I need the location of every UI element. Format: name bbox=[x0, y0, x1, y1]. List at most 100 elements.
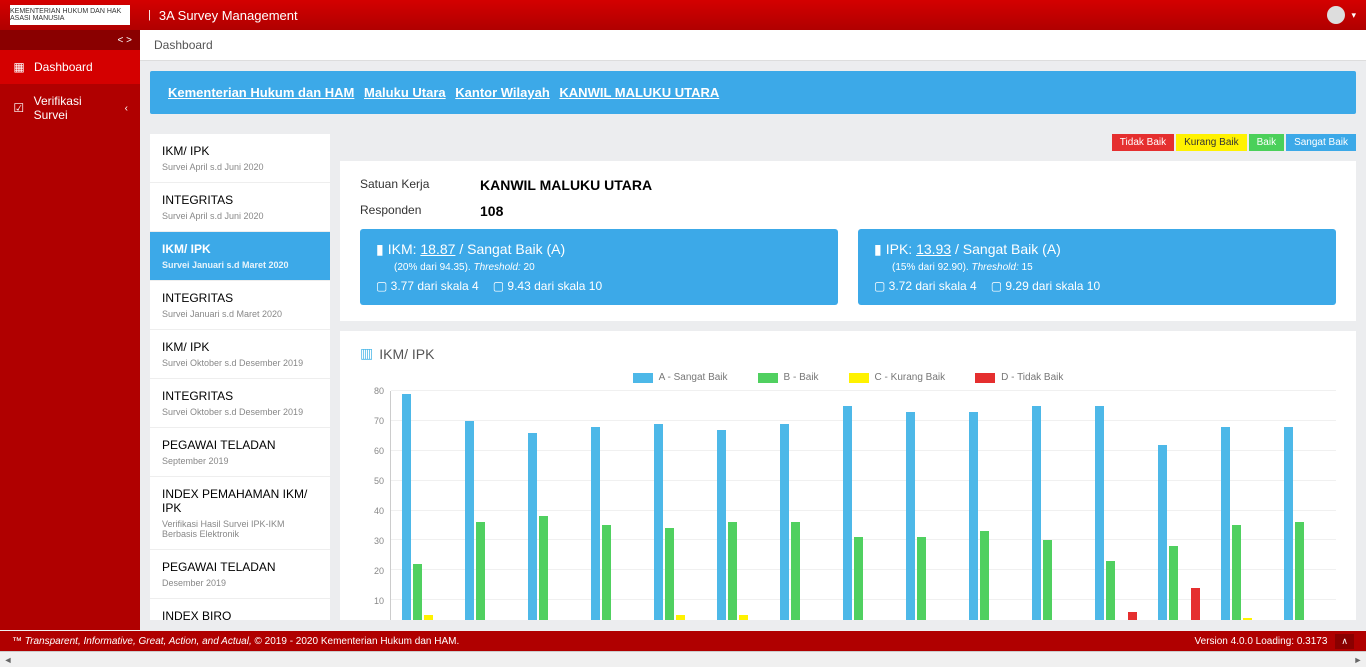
survey-list-item[interactable]: IKM/ IPKSurvei Oktober s.d Desember 2019 bbox=[150, 330, 330, 379]
app-title: 3A Survey Management bbox=[159, 8, 298, 23]
y-tick: 60 bbox=[374, 446, 384, 456]
chart-icon: ▥ bbox=[360, 345, 373, 362]
scroll-right-icon[interactable]: ► bbox=[1350, 655, 1366, 665]
list-item-title: PEGAWAI TELADAN bbox=[162, 438, 318, 452]
chart-card: ▥IKM/ IPK A - Sangat BaikB - BaikC - Kur… bbox=[340, 331, 1356, 620]
breadcrumb-link[interactable]: Kantor Wilayah bbox=[455, 85, 550, 100]
bar-B bbox=[602, 525, 611, 620]
ikm-scale4: 3.77 dari skala 4 bbox=[391, 279, 479, 293]
bar-A bbox=[1032, 406, 1041, 620]
legend-kurang-baik: Kurang Baik bbox=[1176, 134, 1246, 151]
ipk-scale4: 3.72 dari skala 4 bbox=[889, 279, 977, 293]
scroll-left-icon[interactable]: ◄ bbox=[0, 655, 16, 665]
bar-C bbox=[676, 615, 685, 620]
survey-list-item[interactable]: INDEX BIRO KEPEGAWAIAN bbox=[150, 599, 330, 620]
list-item-title: INDEX BIRO KEPEGAWAIAN bbox=[162, 609, 318, 620]
bar-A bbox=[969, 412, 978, 620]
list-item-subtitle: Survei April s.d Juni 2020 bbox=[162, 162, 318, 172]
bar-B bbox=[791, 522, 800, 620]
bar-group: P 13 bbox=[1147, 391, 1210, 620]
chart-legend-item: D - Tidak Baik bbox=[975, 372, 1063, 383]
survey-list-item[interactable]: PEGAWAI TELADAN Desember 2019 bbox=[150, 550, 330, 599]
list-item-subtitle: Survei Januari s.d Maret 2020 bbox=[162, 260, 318, 270]
sidebar-toggle[interactable]: < > bbox=[0, 30, 140, 50]
list-item-title: IKM/ IPK bbox=[162, 242, 318, 256]
survey-list-item[interactable]: IKM/ IPK Survei Januari s.d Maret 2020 bbox=[150, 232, 330, 281]
bar-B bbox=[728, 522, 737, 620]
ipk-threshold-label: Threshold: bbox=[972, 262, 1019, 273]
survey-list-item[interactable]: INTEGRITASSurvei Januari s.d Maret 2020 bbox=[150, 281, 330, 330]
ikm-prefix: IKM: bbox=[388, 241, 417, 257]
sidebar-item-dashboard[interactable]: ▦Dashboard bbox=[0, 50, 140, 84]
bar-B bbox=[1106, 561, 1115, 620]
breadcrumb-link[interactable]: Kementerian Hukum dan HAM bbox=[168, 85, 354, 100]
bar-group: P 11 bbox=[1021, 391, 1084, 620]
survey-list-item[interactable]: IKM/ IPKSurvei April s.d Juni 2020 bbox=[150, 134, 330, 183]
bar-group: P 6 bbox=[706, 391, 769, 620]
ikm-value: 18.87 bbox=[420, 241, 455, 257]
user-menu[interactable]: ▾ bbox=[1327, 6, 1356, 24]
satuan-label: Satuan Kerja bbox=[360, 177, 480, 193]
bar-B bbox=[539, 516, 548, 620]
survey-list: IKM/ IPKSurvei April s.d Juni 2020INTEGR… bbox=[150, 134, 330, 620]
bar-group: P 4 bbox=[580, 391, 643, 620]
bookmark-icon: ▮ bbox=[874, 241, 882, 258]
bar-C bbox=[424, 615, 433, 620]
bar-A bbox=[843, 406, 852, 620]
bookmark-icon: ▮ bbox=[376, 241, 384, 258]
breadcrumb-link[interactable]: Maluku Utara bbox=[364, 85, 446, 100]
chart-plot: P 1P 2P 3P 4P 5P 6P 7P 8P 9P 10P 11P 12P… bbox=[390, 391, 1336, 620]
breadcrumb: Kementerian Hukum dan HAM Maluku Utara K… bbox=[150, 71, 1356, 114]
list-item-subtitle: Survei April s.d Juni 2020 bbox=[162, 211, 318, 221]
breadcrumb-link[interactable]: KANWIL MALUKU UTARA bbox=[559, 85, 719, 100]
legend-sangat-baik: Sangat Baik bbox=[1286, 134, 1356, 151]
list-item-title: PEGAWAI TELADAN bbox=[162, 560, 318, 574]
responden-label: Responden bbox=[360, 203, 480, 219]
survey-list-item[interactable]: INTEGRITAS Survei Oktober s.d Desember 20… bbox=[150, 379, 330, 428]
bar-B bbox=[980, 531, 989, 620]
bar-group: P 3 bbox=[517, 391, 580, 620]
rating-legend: Tidak Baik Kurang Baik Baik Sangat Baik bbox=[340, 134, 1356, 151]
divider: | bbox=[148, 9, 151, 21]
ikm-scale10: 9.43 dari skala 10 bbox=[507, 279, 602, 293]
page-crumb: Dashboard bbox=[140, 30, 1366, 61]
bar-A bbox=[654, 424, 663, 620]
chart-legend-item: C - Kurang Baik bbox=[849, 372, 946, 383]
responden-value: 108 bbox=[480, 203, 503, 219]
y-tick: 80 bbox=[374, 386, 384, 396]
bar-A bbox=[906, 412, 915, 620]
ipk-prefix: IPK: bbox=[886, 241, 912, 257]
footer: ™ Transparent, Informative, Great, Actio… bbox=[0, 631, 1366, 651]
ipk-threshold: 15 bbox=[1022, 262, 1033, 273]
y-tick: 20 bbox=[374, 566, 384, 576]
info-card: Satuan Kerja KANWIL MALUKU UTARA Respond… bbox=[340, 161, 1356, 321]
scroll-top-button[interactable]: ∧ bbox=[1335, 634, 1354, 649]
bar-B bbox=[917, 537, 926, 620]
list-item-title: INDEX PEMAHAMAN IKM/ IPK bbox=[162, 487, 318, 515]
bar-B bbox=[1169, 546, 1178, 620]
bar-group: P 14 bbox=[1210, 391, 1273, 620]
bar-A bbox=[402, 394, 411, 620]
bar-A bbox=[591, 427, 600, 620]
list-item-title: INTEGRITAS bbox=[162, 389, 318, 403]
survey-list-item[interactable]: INDEX PEMAHAMAN IKM/ IPKVerifikasi Hasil… bbox=[150, 477, 330, 550]
chart-area: 01020304050607080 P 1P 2P 3P 4P 5P 6P 7P… bbox=[360, 391, 1336, 620]
list-item-subtitle: Survei Oktober s.d Desember 2019 bbox=[162, 407, 318, 417]
footer-version: Version 4.0.0 Loading: 0.3173 bbox=[1195, 636, 1328, 647]
bar-B bbox=[413, 564, 422, 620]
bar-B bbox=[1043, 540, 1052, 620]
ipk-scale10: 9.29 dari skala 10 bbox=[1005, 279, 1100, 293]
bar-C bbox=[739, 615, 748, 620]
list-item-subtitle: Survei Januari s.d Maret 2020 bbox=[162, 309, 318, 319]
list-item-subtitle: Desember 2019 bbox=[162, 578, 318, 588]
ikm-sub: (20% dari 94.35). bbox=[394, 262, 471, 273]
bar-A bbox=[528, 433, 537, 620]
bar-B bbox=[854, 537, 863, 620]
chevron-left-icon: ‹ bbox=[125, 103, 128, 114]
bar-group: P 8 bbox=[832, 391, 895, 620]
horizontal-scrollbar[interactable]: ◄ ► bbox=[0, 651, 1366, 667]
survey-list-item[interactable]: PEGAWAI TELADANSeptember 2019 bbox=[150, 428, 330, 477]
sidebar-item-verifikasi-survei[interactable]: ☑Verifikasi Survei‹ bbox=[0, 84, 140, 132]
bar-D bbox=[1128, 612, 1137, 620]
survey-list-item[interactable]: INTEGRITASSurvei April s.d Juni 2020 bbox=[150, 183, 330, 232]
